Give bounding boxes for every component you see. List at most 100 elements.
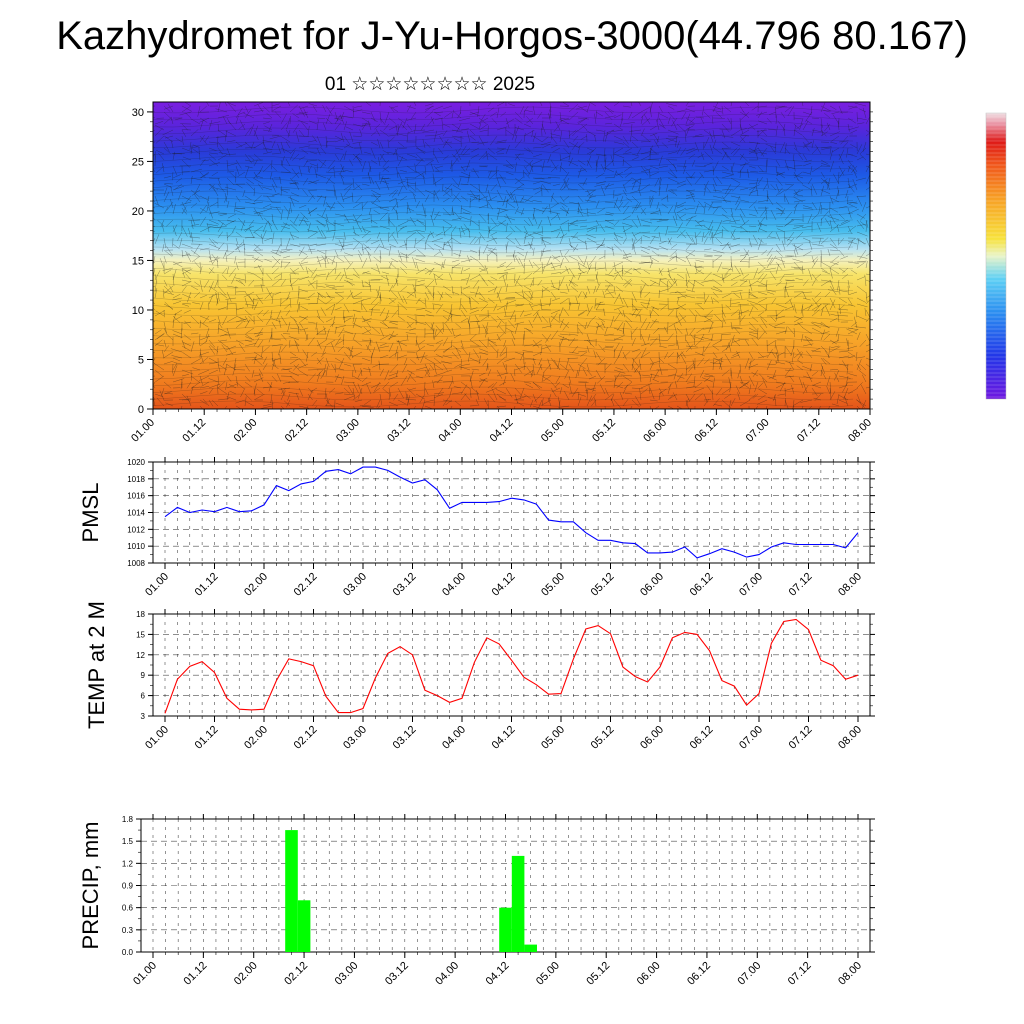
x-tick-label: 05.12 [589, 571, 617, 599]
precip-bar [511, 855, 525, 952]
temp-panel: 3 6 9 12 15 18 01.00 01.12 02.00 02.12 03.00 03.12 0… [84, 601, 875, 752]
y-tick-label: 0.0 [122, 948, 134, 957]
x-tick-label: 01.00 [143, 571, 171, 599]
y-tick-label: 9 [141, 671, 146, 680]
y-tick-label: 6 [141, 692, 146, 701]
x-tick-label: 04.00 [440, 571, 468, 599]
precip-bar [524, 944, 537, 952]
x-tick-label: 07.00 [737, 724, 765, 752]
x-tick-label: 08.00 [836, 960, 864, 988]
x-tick-label: 02.12 [292, 724, 320, 752]
y-tick-label: 0.6 [122, 904, 134, 913]
x-tick-label: 06.00 [635, 960, 663, 988]
y-tick-label: 1018 [127, 475, 145, 484]
x-tick-label: 05.12 [589, 724, 617, 752]
x-tick-label: 06.00 [638, 571, 666, 599]
x-tick-label: 08.00 [836, 571, 864, 599]
subtitle: 01 ☆☆☆☆☆☆☆☆ 2025 [324, 74, 536, 95]
x-tick-label: 03.12 [383, 960, 411, 988]
heat-x-tick-label: 01.12 [180, 417, 208, 445]
heat-x-tick-label: 03.00 [334, 417, 362, 445]
y-tick-label: 0.3 [122, 926, 134, 935]
heat-y-tick-label: 10 [132, 305, 144, 317]
precip-bar [297, 900, 311, 952]
precip-bar [499, 907, 512, 952]
x-tick-label: 02.12 [282, 960, 310, 988]
x-tick-label: 07.12 [787, 571, 815, 599]
wind-field-overlay [153, 102, 870, 409]
heat-x-tick-label: 07.00 [744, 417, 772, 445]
y-tick-label: 1010 [127, 542, 145, 551]
heat-x-tick-label: 04.00 [436, 417, 464, 445]
heat-x-tick-label: 05.12 [590, 417, 618, 445]
x-tick-label: 02.00 [242, 571, 270, 599]
y-tick-label: 1014 [127, 509, 145, 518]
x-tick-label: 07.12 [787, 724, 815, 752]
x-tick-label: 05.00 [534, 960, 562, 988]
x-tick-label: 01.00 [143, 724, 171, 752]
x-tick-label: 04.00 [433, 960, 461, 988]
heat-x-tick-label: 06.12 [693, 417, 721, 445]
x-tick-label: 01.12 [193, 571, 221, 599]
heat-x-tick-label: 06.00 [641, 417, 669, 445]
x-tick-label: 05.00 [539, 724, 567, 752]
x-tick-label: 08.00 [836, 724, 864, 752]
x-tick-label: 02.00 [232, 960, 260, 988]
y-axis-title: TEMP at 2 M [84, 601, 109, 729]
x-tick-label: 02.00 [242, 724, 270, 752]
x-tick-label: 03.00 [341, 571, 369, 599]
y-tick-label: 1012 [127, 525, 145, 534]
heat-x-tick-label: 08.00 [846, 417, 874, 445]
x-tick-label: 04.12 [484, 960, 512, 988]
heat-x-tick-label: 02.12 [283, 417, 311, 445]
x-tick-label: 02.12 [292, 571, 320, 599]
y-tick-label: 1.2 [122, 859, 134, 868]
heat-y-tick-label: 30 [132, 107, 144, 119]
heat-y-tick-label: 20 [132, 206, 144, 218]
x-tick-label: 05.00 [539, 571, 567, 599]
y-axis-title: PRECIP, mm [78, 822, 103, 950]
x-tick-label: 01.12 [182, 960, 210, 988]
x-tick-label: 05.12 [584, 960, 612, 988]
y-tick-label: 12 [136, 651, 145, 660]
x-tick-label: 06.12 [688, 571, 716, 599]
x-tick-label: 04.12 [490, 571, 518, 599]
y-tick-label: 0.9 [122, 882, 134, 891]
cross-section-panel: 0 5 10 15 20 25 30 01.00 01.12 02.00 02.12 03.00 03.… [129, 101, 874, 445]
x-tick-label: 04.12 [490, 724, 518, 752]
x-tick-label: 07.12 [786, 960, 814, 988]
heat-y-tick-label: 0 [138, 404, 144, 416]
x-tick-label: 03.12 [391, 724, 419, 752]
x-tick-label: 06.12 [685, 960, 713, 988]
colorbar [985, 112, 1007, 400]
x-tick-label: 07.00 [735, 960, 763, 988]
x-tick-label: 03.12 [391, 571, 419, 599]
y-tick-label: 1.8 [122, 815, 134, 824]
y-tick-label: 1008 [127, 559, 145, 568]
heat-x-tick-label: 04.12 [488, 417, 516, 445]
x-tick-label: 03.00 [333, 960, 361, 988]
precip-bar [285, 830, 298, 952]
heatmap-field [153, 102, 870, 409]
precip-panel: 0.0 0.3 0.6 0.9 1.2 1.5 1.8 01.00 01.12 02.00 02.1… [78, 814, 875, 988]
heat-x-tick-label: 01.00 [129, 417, 157, 445]
x-tick-label: 04.00 [440, 724, 468, 752]
x-tick-label: 06.00 [638, 724, 666, 752]
x-tick-label: 01.00 [131, 960, 159, 988]
heat-y-tick-label: 15 [132, 255, 144, 267]
pmsl-panel: 1008 1010 1012 1014 1016 1018 1020 01.00 01.12 02… [78, 457, 875, 599]
heat-x-tick-label: 05.00 [539, 417, 567, 445]
y-tick-label: 3 [141, 712, 146, 721]
y-tick-label: 1016 [127, 492, 145, 501]
heat-y-tick-label: 5 [138, 354, 144, 366]
heat-x-tick-label: 02.00 [232, 417, 260, 445]
series-line [164, 618, 859, 714]
y-axis-title: PMSL [78, 483, 103, 543]
y-tick-label: 1020 [127, 458, 145, 467]
y-tick-label: 15 [136, 630, 145, 639]
x-tick-label: 03.00 [341, 724, 369, 752]
heat-x-tick-label: 07.12 [795, 417, 823, 445]
page-title: Kazhydromet for J-Yu-Horgos-3000(44.796 … [56, 14, 968, 58]
y-tick-label: 1.5 [122, 837, 134, 846]
y-tick-label: 18 [136, 610, 145, 619]
